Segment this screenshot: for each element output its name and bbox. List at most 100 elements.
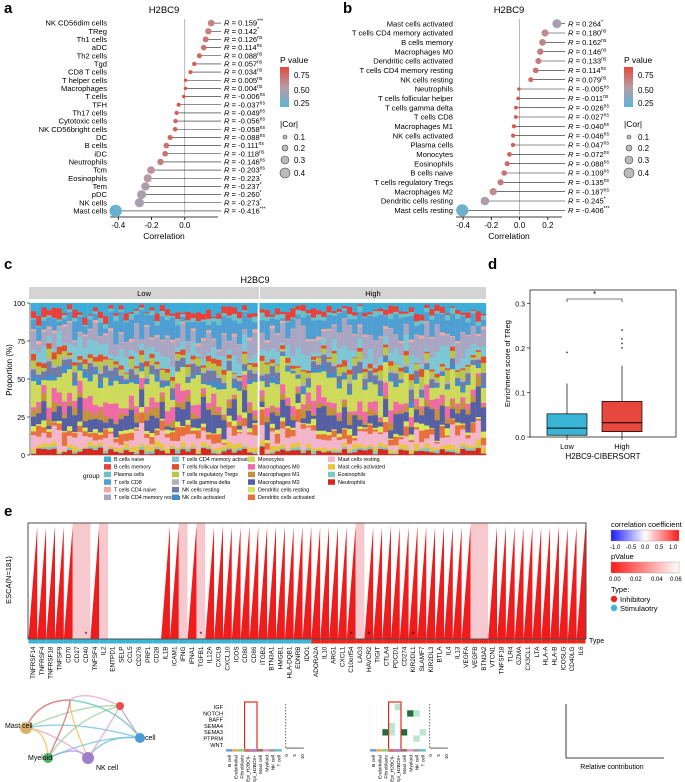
stacked-segment [419,409,425,416]
stacked-segment [77,332,83,334]
category-label: Macrophages [61,84,107,93]
stacked-segment [180,402,186,410]
stacked-segment [408,453,415,455]
stacked-segment [226,408,232,416]
stacked-segment [367,370,373,381]
stacked-segment [321,403,327,407]
stacked-segment [231,355,238,374]
stacked-segment [56,365,63,367]
stacked-segment [87,303,93,315]
heatmap-triangle [223,525,232,639]
x-tick-label: -0.2 [145,221,159,230]
lollipop-point [514,105,518,110]
stacked-segment [92,356,99,362]
stacked-segment [393,348,399,364]
stacked-segment [46,310,52,316]
stacked-segment [108,354,114,360]
stacked-segment [347,374,353,381]
stacked-segment [206,361,212,369]
stacked-segment [300,317,307,327]
stacked-segment [190,321,196,329]
stacked-segment [67,392,73,403]
stacked-segment [180,409,186,427]
stacked-segment [92,307,99,312]
stacked-segment [326,358,332,361]
legend-a-size-dot [280,155,290,165]
stacked-segment [216,366,222,376]
stacked-segment [383,355,389,356]
stacked-segment [139,354,145,363]
lollipop-point [532,67,539,74]
stacked-segment [133,322,140,324]
cell-color-bar [226,749,233,752]
stacked-segment [331,450,337,454]
stacked-segment [444,380,451,385]
stacked-segment [465,334,471,337]
stacked-segment [269,412,276,424]
stacked-segment [41,380,47,386]
stacked-segment [51,376,57,381]
stacked-segment [290,420,296,428]
legend-cor-tick: 1.0 [669,545,678,551]
stacked-segment [372,447,379,452]
stacked-segment [92,447,99,451]
stacked-segment [475,325,482,335]
stacked-segment [316,450,322,456]
stacked-segment [67,320,73,323]
stacked-segment [36,436,42,446]
heatmap-triangle [63,525,73,639]
stacked-segment [97,311,104,319]
stacked-segment [357,306,363,313]
stacked-segment [357,360,363,363]
legend-swatch [248,464,255,470]
type-bar-cell [267,639,277,644]
stacked-segment [295,450,301,456]
stacked-segment [190,328,196,332]
stacked-segment [316,357,322,363]
stacked-segment [460,429,466,444]
legend-b-pvalue-tick: 0.75 [638,71,654,80]
x-tick-label: Low [560,442,574,451]
stacked-segment [108,449,114,456]
stacked-segment [61,432,68,447]
stacked-segment [180,367,186,392]
panel-e-type-bar [28,639,586,644]
panel-c-stacked-bar: H2BC9 Low High Proportion (%) 0255075100… [5,275,487,501]
gene-label: ADORA2A [313,646,320,677]
stacked-segment [67,309,73,313]
stacked-segment [108,433,114,446]
stacked-segment [92,361,99,366]
stacked-segment [113,356,119,362]
stacked-segment [159,384,166,388]
stacked-segment [362,427,368,429]
stacked-segment [133,310,140,315]
stacked-segment [56,453,63,455]
stacked-segment [200,441,207,448]
stacked-segment [321,303,327,312]
stacked-segment [92,440,99,445]
stacked-segment [123,320,130,323]
panel-e-legend-type-title: Type: [611,585,629,594]
stacked-segment [31,453,37,456]
stacked-segment [103,422,109,429]
stacked-segment [388,365,394,371]
stacked-segment [82,398,88,411]
stacked-segment [128,349,135,357]
stacked-segment [133,446,140,453]
stacked-segment [444,435,451,438]
stacked-segment [429,309,435,316]
stacked-segment [61,418,68,432]
stacked-segment [280,428,286,445]
stacked-segment [455,403,461,407]
stacked-segment [470,359,476,361]
stacked-segment [56,375,63,378]
network-node [20,722,32,734]
stacked-segment [372,340,379,342]
stacked-segment [460,315,466,317]
stacked-segment [56,326,63,332]
stacked-segment [316,364,322,371]
stacked-segment [216,375,222,379]
stacked-segment [108,403,114,418]
stacked-segment [113,361,119,365]
stacked-segment [285,303,291,313]
